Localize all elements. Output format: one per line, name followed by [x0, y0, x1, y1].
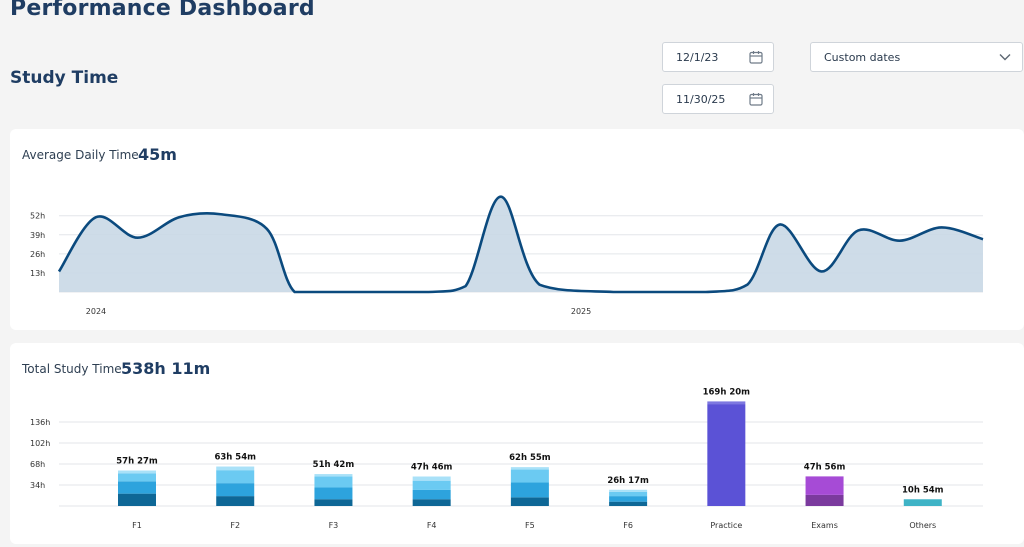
- bar-segment-f3[interactable]: [314, 474, 353, 477]
- total-study-time-chart: 34h 68h 102h 136h 57h 27m F1 63h 54m F2 51h 42m F…: [30, 387, 983, 530]
- bar-value-label: 57h 27m: [116, 457, 158, 467]
- x-category-label: F3: [329, 521, 339, 530]
- bar-segment-f4[interactable]: [412, 480, 451, 490]
- bar-segment-f2[interactable]: [216, 496, 255, 506]
- bar-segment-practice[interactable]: [707, 404, 746, 506]
- average-daily-time-label: Average Daily Time: [22, 148, 139, 162]
- x-tick-label: 2024: [86, 307, 106, 316]
- total-study-time-value: 538h 11m: [121, 359, 211, 378]
- bar-segment-others[interactable]: [903, 499, 942, 506]
- bar-value-label: 47h 56m: [804, 462, 846, 472]
- bar-segment-f3[interactable]: [314, 476, 353, 488]
- bar-segment-f4[interactable]: [412, 489, 451, 500]
- y-tick-label: 136h: [30, 418, 50, 427]
- y-tick-label: 52h: [30, 212, 45, 221]
- bar-value-label: 51h 42m: [313, 460, 355, 470]
- y-tick-label: 39h: [30, 231, 45, 240]
- bar-value-label: 62h 55m: [509, 453, 551, 463]
- bar-value-label: 10h 54m: [902, 485, 944, 495]
- calendar-icon[interactable]: [749, 92, 763, 106]
- bar-segment-exams[interactable]: [805, 494, 844, 506]
- total-study-time-card: Total Study Time 538h 11m 34h 68h 102h 136h…: [10, 343, 1024, 544]
- x-category-label: F2: [230, 521, 240, 530]
- daily-time-chart: 13h 26h 39h 52h 2024 2025: [30, 195, 984, 316]
- bar-segment-f5[interactable]: [510, 467, 549, 470]
- end-date-input[interactable]: 11/30/25: [662, 84, 774, 114]
- bar-segment-exams[interactable]: [805, 476, 844, 495]
- date-range-select[interactable]: Custom dates: [810, 42, 1023, 72]
- x-category-label: F6: [623, 521, 633, 530]
- bar-segment-f4[interactable]: [412, 476, 451, 481]
- start-date-input[interactable]: 12/1/23: [662, 42, 774, 72]
- bar-value-label: 26h 17m: [607, 476, 649, 486]
- calendar-icon[interactable]: [749, 50, 763, 64]
- x-tick-label: 2025: [571, 307, 591, 316]
- bar-segment-f6[interactable]: [609, 496, 648, 502]
- x-category-label: Others: [909, 521, 936, 530]
- y-tick-label: 13h: [30, 269, 45, 278]
- x-category-label: F4: [427, 521, 437, 530]
- section-title: Study Time: [10, 68, 119, 88]
- y-tick-label: 68h: [30, 460, 45, 469]
- bar-value-label: 63h 54m: [214, 453, 256, 463]
- x-category-label: F1: [132, 521, 142, 530]
- bar-segment-f6[interactable]: [609, 501, 648, 506]
- bar-segment-f1[interactable]: [118, 473, 156, 482]
- series-line: [57, 195, 984, 294]
- bar-segment-f4[interactable]: [412, 499, 451, 506]
- bar-value-label: 169h 20m: [703, 387, 751, 397]
- bar-segment-f5[interactable]: [510, 497, 549, 506]
- bar-segment-practice[interactable]: [707, 401, 746, 405]
- bar-value-label: 47h 46m: [411, 462, 453, 472]
- bar-segment-f6[interactable]: [609, 491, 648, 497]
- bar-segment-f3[interactable]: [314, 487, 353, 500]
- date-range-value: Custom dates: [824, 51, 901, 64]
- bar-segment-f3[interactable]: [314, 499, 353, 506]
- y-tick-label: 102h: [30, 439, 50, 448]
- average-daily-time-card: Average Daily Time 45m 13h 26h 39h 52h 2024 2…: [10, 129, 1024, 330]
- bar-segment-f2[interactable]: [216, 466, 255, 471]
- bar-segment-f5[interactable]: [510, 469, 549, 483]
- bar-segment-f2[interactable]: [216, 470, 255, 484]
- bar-segment-f5[interactable]: [510, 482, 549, 498]
- end-date-value: 11/30/25: [676, 93, 726, 106]
- x-category-label: F5: [525, 521, 535, 530]
- bar-segment-f1[interactable]: [118, 481, 156, 494]
- x-category-label: Practice: [710, 521, 742, 530]
- x-category-label: Exams: [811, 521, 838, 530]
- bar-segment-f1[interactable]: [118, 493, 156, 506]
- total-study-time-label: Total Study Time: [22, 362, 122, 376]
- bar-segment-f6[interactable]: [609, 489, 648, 492]
- y-tick-label: 34h: [30, 481, 45, 490]
- bar-segment-f1[interactable]: [118, 470, 156, 474]
- average-daily-time-value: 45m: [138, 145, 177, 164]
- y-tick-label: 26h: [30, 250, 45, 259]
- chevron-down-icon: [999, 54, 1011, 61]
- page-title: Performance Dashboard: [10, 0, 315, 21]
- bar-segment-f2[interactable]: [216, 483, 255, 497]
- start-date-value: 12/1/23: [676, 51, 719, 64]
